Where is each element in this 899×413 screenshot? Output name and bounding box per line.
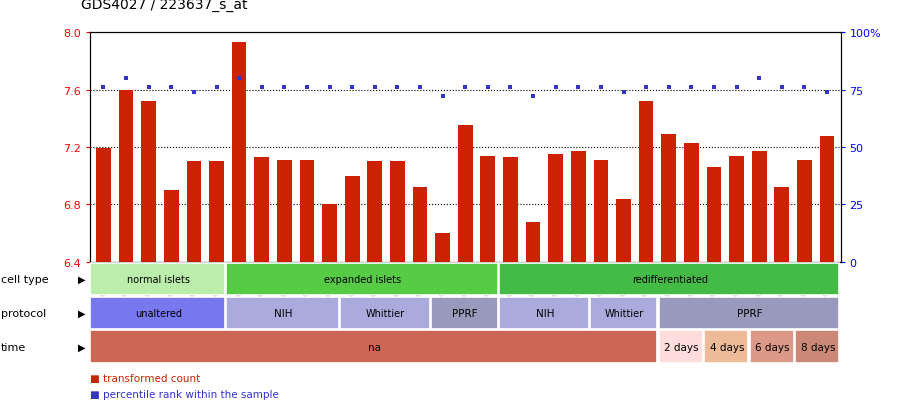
Bar xyxy=(797,161,812,262)
Bar xyxy=(616,199,631,262)
Bar xyxy=(526,222,540,262)
Bar xyxy=(90,263,226,295)
Bar xyxy=(752,152,767,262)
Bar xyxy=(480,156,495,262)
Text: Whittier: Whittier xyxy=(366,308,405,318)
Text: unaltered: unaltered xyxy=(135,308,182,318)
Bar xyxy=(90,331,657,363)
Text: GDS4027 / 223637_s_at: GDS4027 / 223637_s_at xyxy=(81,0,247,12)
Bar xyxy=(639,102,654,262)
Bar xyxy=(232,43,246,262)
Text: 4 days: 4 days xyxy=(709,342,744,352)
Bar xyxy=(704,331,749,363)
Text: 8 days: 8 days xyxy=(801,342,835,352)
Bar xyxy=(432,297,498,329)
Text: ■ percentile rank within the sample: ■ percentile rank within the sample xyxy=(90,389,279,399)
Bar xyxy=(119,90,133,262)
Bar xyxy=(390,162,405,262)
Bar xyxy=(591,297,657,329)
Bar xyxy=(684,143,699,262)
Bar xyxy=(96,149,111,262)
Text: 6 days: 6 days xyxy=(755,342,789,352)
Bar xyxy=(499,263,840,295)
Text: NIH: NIH xyxy=(274,308,292,318)
Bar xyxy=(593,161,609,262)
Text: PPRF: PPRF xyxy=(452,308,478,318)
Bar xyxy=(795,331,840,363)
Bar xyxy=(774,188,789,262)
Bar xyxy=(503,158,518,262)
Bar xyxy=(277,161,291,262)
Bar xyxy=(227,297,339,329)
Text: PPRF: PPRF xyxy=(737,308,762,318)
Text: NIH: NIH xyxy=(536,308,554,318)
Bar xyxy=(659,331,703,363)
Bar xyxy=(340,297,430,329)
Text: normal islets: normal islets xyxy=(127,274,190,284)
Bar xyxy=(413,188,427,262)
Bar xyxy=(435,234,450,262)
Bar xyxy=(571,152,585,262)
Bar xyxy=(662,135,676,262)
Bar xyxy=(299,161,315,262)
Text: 2 days: 2 days xyxy=(664,342,699,352)
Bar xyxy=(254,158,269,262)
Text: ▶: ▶ xyxy=(78,308,85,318)
Bar xyxy=(458,126,473,262)
Bar xyxy=(499,297,589,329)
Bar xyxy=(209,162,224,262)
Text: expanded islets: expanded islets xyxy=(325,274,402,284)
Text: ▶: ▶ xyxy=(78,274,85,284)
Bar xyxy=(322,205,337,262)
Bar xyxy=(141,102,156,262)
Bar xyxy=(820,136,834,262)
Bar xyxy=(164,191,179,262)
Text: redifferentiated: redifferentiated xyxy=(632,274,708,284)
Text: na: na xyxy=(368,342,381,352)
Text: ■ transformed count: ■ transformed count xyxy=(90,373,200,383)
Bar xyxy=(659,297,840,329)
Text: cell type: cell type xyxy=(1,274,49,284)
Text: Whittier: Whittier xyxy=(605,308,644,318)
Bar xyxy=(227,263,498,295)
Bar xyxy=(548,155,563,262)
Bar xyxy=(345,176,360,262)
Bar xyxy=(187,162,201,262)
Bar xyxy=(368,162,382,262)
Bar xyxy=(707,168,721,262)
Text: protocol: protocol xyxy=(1,308,46,318)
Bar xyxy=(90,297,226,329)
Bar xyxy=(729,156,743,262)
Text: ▶: ▶ xyxy=(78,342,85,352)
Text: time: time xyxy=(1,342,26,352)
Bar xyxy=(750,331,794,363)
